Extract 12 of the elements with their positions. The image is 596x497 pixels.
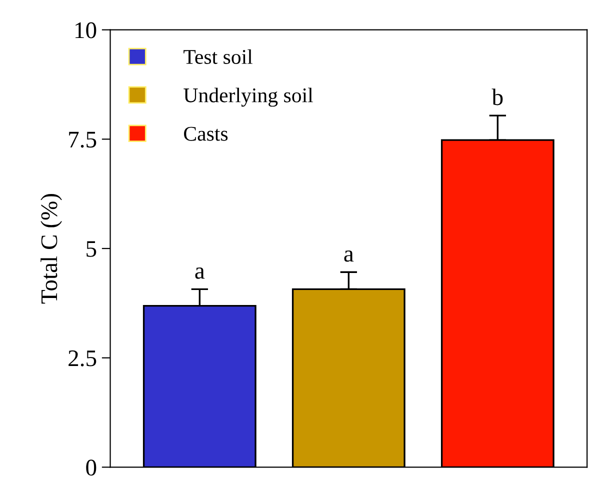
y-tick-label: 2.5 — [68, 350, 96, 366]
annotation: a — [344, 250, 354, 262]
y-tick-label: 5 — [86, 241, 96, 257]
annotation: b — [492, 88, 503, 106]
legend-label: Test soil — [184, 49, 252, 64]
legend-label: Casts — [184, 126, 228, 141]
legend-label: Underlying soil — [184, 88, 313, 107]
y-tick-label: 7.5 — [69, 132, 96, 148]
y-tick-label: 10 — [76, 22, 96, 38]
y-axis-title: Total C (%) — [40, 194, 62, 304]
annotation: a — [195, 268, 205, 279]
y-tick-label: 0 — [86, 460, 96, 476]
